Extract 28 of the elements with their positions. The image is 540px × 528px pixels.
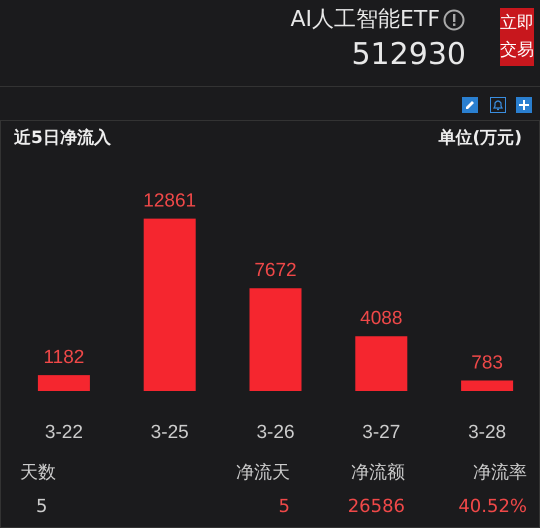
text: 立即交易 <box>500 8 534 66</box>
text: 净流天 <box>236 461 290 484</box>
y-axis-title: 单位(万元) <box>438 127 522 149</box>
data-label: 4088 <box>360 308 402 330</box>
text: 40.52% <box>458 496 527 517</box>
x-tick-label: 3-26 <box>256 422 295 443</box>
text: 512930 <box>351 37 466 72</box>
chart-title: 近5日净流入 <box>14 127 111 149</box>
bar <box>355 336 408 391</box>
x-tick-label: 3-22 <box>44 422 83 443</box>
bar <box>38 375 90 391</box>
data-label: 7672 <box>254 260 297 282</box>
data-label: 783 <box>471 352 503 374</box>
text: 5 <box>36 496 48 517</box>
data-label: 1182 <box>43 347 84 368</box>
bar <box>250 288 302 391</box>
bar <box>461 380 514 391</box>
text: 天数 <box>20 461 56 484</box>
data-label: 12861 <box>143 190 196 212</box>
text: 5 <box>278 496 290 517</box>
text: 26586 <box>348 496 405 517</box>
x-tick-label: 3-27 <box>362 422 400 443</box>
text: 净流率 <box>473 461 527 484</box>
text: 净流额 <box>351 461 405 484</box>
bar <box>144 218 196 391</box>
text: AI人工智能ETF <box>290 6 440 34</box>
x-tick-label: 3-25 <box>150 422 189 443</box>
x-tick-label: 3-28 <box>468 422 506 443</box>
